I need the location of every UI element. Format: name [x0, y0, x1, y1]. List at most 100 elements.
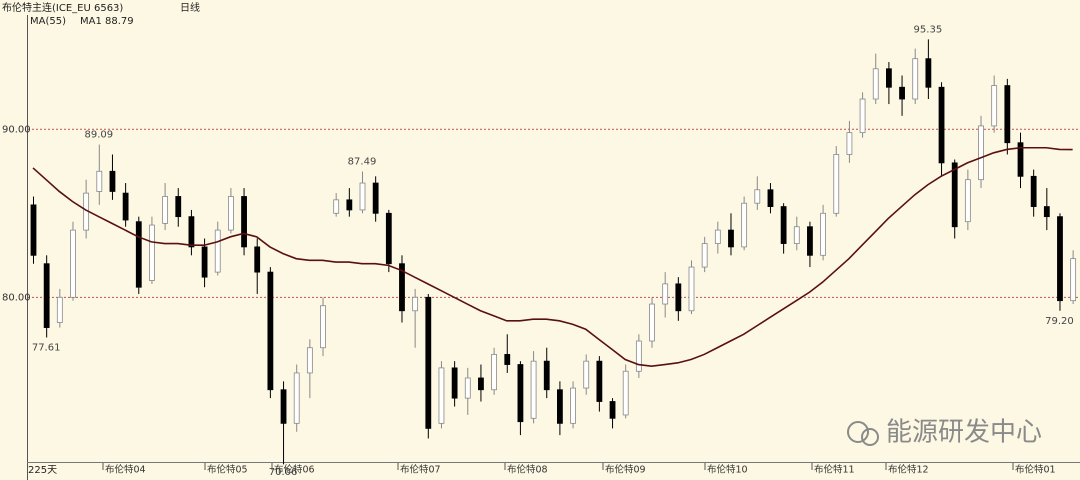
- candle-body: [491, 354, 498, 391]
- span-label: 225天: [28, 465, 57, 476]
- watermark: 能源研发中心: [886, 418, 1042, 448]
- candle-body: [56, 296, 63, 323]
- candle-body: [399, 263, 405, 312]
- candle-body: [728, 229, 734, 248]
- month-label: 布伦特04: [105, 464, 146, 476]
- candle-body: [162, 196, 169, 224]
- candle-body: [412, 296, 419, 312]
- indicator: MA(55): [30, 16, 66, 27]
- candle-body: [899, 86, 905, 100]
- month-label: 布伦特07: [400, 464, 441, 476]
- y-tick-label: 80.00: [2, 292, 31, 303]
- candle-body: [767, 189, 774, 207]
- candle-body: [109, 170, 116, 192]
- symbol: 布伦特主连(ICE_EU 6563): [2, 1, 123, 14]
- candle-body: [557, 389, 563, 424]
- candle-body: [886, 68, 892, 88]
- candle-body: [793, 226, 800, 244]
- month-label: 布伦特09: [605, 464, 646, 476]
- candle-body: [306, 347, 313, 374]
- month-label: 布伦特10: [707, 464, 748, 476]
- watermark-group: 能源研发中心: [847, 418, 1042, 448]
- candle-body: [622, 370, 629, 416]
- candle-body: [280, 389, 287, 424]
- candle-body: [1017, 142, 1024, 177]
- price-annotation: 89.09: [84, 130, 113, 141]
- month-label: 布伦特01: [1015, 464, 1056, 476]
- candle-body: [149, 224, 155, 281]
- candle-body: [188, 216, 195, 248]
- candle-body: [464, 377, 471, 399]
- candle-body: [70, 229, 76, 298]
- candle-body: [964, 179, 971, 223]
- candle-body: [596, 360, 603, 402]
- candle-body: [135, 221, 142, 288]
- candle-body: [267, 271, 274, 391]
- candle-body: [701, 243, 708, 268]
- candle-body: [741, 202, 748, 248]
- watermark-icon: [847, 421, 869, 443]
- ma-label: MA1 88.79: [80, 16, 134, 27]
- candle-body: [438, 367, 445, 424]
- candle-body: [451, 367, 458, 399]
- price-annotation: 79.20: [1045, 316, 1074, 327]
- candle-body: [293, 372, 300, 424]
- period: 日线: [180, 1, 200, 14]
- candle-body: [227, 196, 234, 231]
- candle-body: [517, 364, 524, 423]
- price-annotation: 70.06: [269, 467, 298, 478]
- candle-body: [820, 212, 826, 256]
- candle-body: [530, 360, 537, 419]
- candle-body: [359, 182, 366, 211]
- candle-body: [478, 377, 484, 391]
- ma-line: [32, 146, 1073, 368]
- candle-body: [754, 189, 761, 204]
- month-label: 布伦特05: [207, 464, 248, 476]
- price-annotation: 87.49: [348, 156, 377, 167]
- candle-body: [859, 98, 866, 134]
- price-annotation: 77.61: [32, 342, 61, 353]
- candle-body: [688, 266, 695, 312]
- candle-body: [425, 296, 432, 429]
- candle-body: [122, 192, 129, 221]
- candle-body: [807, 226, 813, 256]
- candle-body: [43, 263, 50, 328]
- candle-body: [925, 58, 932, 88]
- candle-body: [96, 170, 103, 192]
- candle-body: [912, 58, 919, 100]
- month-label: 布伦特12: [888, 464, 929, 476]
- candle-body: [1030, 175, 1037, 207]
- month-label: 布伦特06: [274, 464, 315, 476]
- candle-body: [320, 305, 326, 349]
- candle-body: [991, 85, 998, 127]
- candle-body: [951, 162, 958, 228]
- candle-body: [649, 303, 655, 342]
- candle-body: [254, 246, 261, 273]
- candle-body: [333, 199, 340, 214]
- month-label: 布伦特08: [507, 464, 548, 476]
- candle-body: [241, 196, 247, 248]
- candle-body: [30, 204, 37, 256]
- candle-body: [385, 212, 392, 265]
- candle-body: [872, 68, 879, 100]
- price-annotation: 95.35: [914, 24, 943, 35]
- candle-body: [346, 199, 353, 211]
- candle-body: [214, 229, 221, 273]
- candle-body: [635, 340, 642, 372]
- candle-body: [1004, 85, 1011, 144]
- y-tick-label: 90.00: [2, 124, 31, 135]
- candle-body: [978, 125, 984, 181]
- candle-body: [780, 206, 787, 244]
- month-label: 布伦特11: [814, 464, 855, 476]
- candle-body: [175, 196, 182, 218]
- candle-body: [662, 283, 669, 305]
- candle-body: [833, 154, 840, 214]
- watermark-icon: [861, 428, 879, 446]
- candle-body: [714, 229, 721, 244]
- candle-body: [609, 401, 616, 419]
- candle-body: [846, 132, 853, 155]
- candle-body: [543, 360, 550, 391]
- candle-body: [504, 354, 511, 365]
